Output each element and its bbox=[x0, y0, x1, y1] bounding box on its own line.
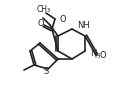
Text: S: S bbox=[43, 68, 49, 77]
Text: H: H bbox=[94, 52, 100, 58]
Text: O: O bbox=[38, 19, 44, 29]
Text: O: O bbox=[100, 52, 107, 61]
Text: NH: NH bbox=[77, 22, 90, 30]
Text: CH₃: CH₃ bbox=[37, 4, 51, 13]
Text: N: N bbox=[90, 48, 96, 58]
Text: O: O bbox=[59, 14, 66, 23]
